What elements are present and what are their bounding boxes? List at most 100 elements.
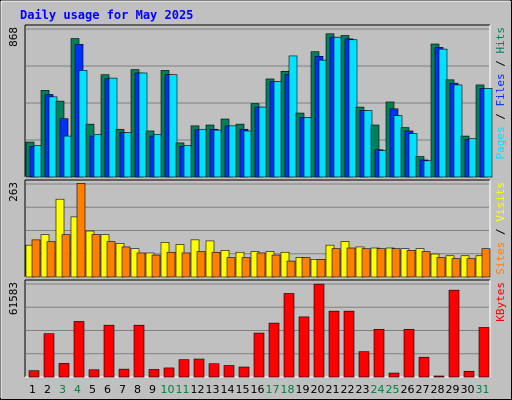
bar-sites-day-23 [361, 248, 371, 278]
bar-kbytes-day-23 [358, 351, 370, 378]
bar-sites-day-10 [166, 251, 176, 278]
bar-sites-day-16 [256, 252, 266, 278]
bar-sites-day-24 [376, 248, 386, 278]
x-tick-label-20: 20 [311, 383, 325, 396]
bar-sites-day-25 [391, 248, 401, 278]
bar-kbytes-day-31 [478, 327, 490, 378]
bar-kbytes-day-1 [28, 370, 40, 378]
bar-kbytes-day-29 [448, 289, 460, 378]
x-tick-label-13: 13 [206, 383, 220, 396]
bar-sites-day-9 [151, 254, 161, 278]
x-axis-labels: 1 2 3 4 5 6 7 8 9 10 11 12 13 14 15 16 17 18 19 20 21 22 23 24 2… [29, 383, 490, 396]
bar-kbytes-day-2 [43, 333, 55, 378]
chart-title: Daily usage for May 2025 [20, 8, 193, 22]
series-axis-label-part: Sites [494, 242, 507, 275]
series-axis-label-part: / [494, 222, 507, 242]
panel-kbytes: 61583 KBytes [7, 279, 507, 378]
bar-kbytes-day-26 [403, 328, 415, 378]
series-axis-label: Sites / Visits [494, 182, 507, 275]
panel-visits-sites: 263 Sites / Visits [7, 179, 507, 278]
bar-kbytes-day-11 [178, 359, 190, 378]
x-tick-label-11: 11 [176, 383, 190, 396]
x-tick-label-5: 5 [89, 383, 96, 396]
bar-kbytes-day-12 [193, 358, 205, 378]
bar-pages-day-31 [483, 88, 493, 178]
y-max-label: 263 [7, 182, 20, 202]
bar-kbytes-day-17 [268, 322, 280, 378]
x-tick-label-19: 19 [296, 383, 310, 396]
series-axis-label-part: Pages [494, 126, 507, 159]
bar-sites-day-22 [346, 247, 356, 278]
x-tick-label-15: 15 [236, 383, 250, 396]
x-tick-label-14: 14 [221, 383, 235, 396]
bar-sites-day-14 [226, 257, 236, 278]
bar-pages-day-10 [168, 74, 178, 178]
x-tick-label-21: 21 [326, 383, 340, 396]
x-tick-label-12: 12 [191, 383, 205, 396]
series-axis-label: KBytes [494, 282, 507, 322]
bar-pages-day-6 [108, 77, 118, 178]
x-tick-label-4: 4 [74, 383, 81, 396]
x-tick-label-10: 10 [161, 383, 175, 396]
bar-sites-day-27 [421, 251, 431, 278]
bar-sites-day-30 [466, 258, 476, 278]
x-tick-label-1: 1 [29, 383, 36, 396]
x-tick-label-3: 3 [59, 383, 66, 396]
bar-sites-day-20 [316, 259, 326, 278]
bar-sites-day-18 [286, 260, 296, 278]
bar-kbytes-day-8 [133, 324, 145, 378]
bar-pages-day-4 [78, 70, 88, 178]
bar-sites-day-6 [106, 241, 116, 278]
x-tick-label-25: 25 [386, 383, 400, 396]
bar-sites-day-13 [211, 251, 221, 278]
x-tick-label-28: 28 [431, 383, 445, 396]
x-tick-label-17: 17 [266, 383, 280, 396]
bar-sites-day-26 [406, 250, 416, 278]
x-tick-label-24: 24 [371, 383, 385, 396]
x-tick-label-23: 23 [356, 383, 370, 396]
y-max-label: 868 [7, 27, 20, 47]
series-axis-label-part: KBytes [494, 282, 507, 322]
series-axis-label-part: / [494, 54, 507, 74]
bar-kbytes-day-5 [88, 369, 100, 378]
x-tick-label-31: 31 [476, 383, 490, 396]
series-axis-label-part: Visits [494, 182, 507, 222]
bar-kbytes-day-10 [163, 367, 175, 378]
bar-sites-day-4 [76, 182, 86, 278]
bar-sites-day-15 [241, 257, 251, 278]
x-tick-label-6: 6 [104, 383, 111, 396]
bar-kbytes-day-7 [118, 368, 130, 378]
bar-sites-day-5 [91, 234, 101, 278]
x-tick-label-9: 9 [149, 383, 156, 396]
bar-kbytes-day-19 [298, 316, 310, 378]
series-axis-label-part: Hits [494, 27, 507, 54]
series-axis-label: Pages / Files / Hits [494, 27, 507, 160]
bar-kbytes-day-16 [253, 332, 265, 378]
bar-sites-day-8 [136, 252, 146, 278]
bar-pages-day-26 [408, 133, 418, 178]
bar-sites-day-21 [331, 248, 341, 278]
x-tick-label-18: 18 [281, 383, 295, 396]
bar-sites-day-7 [121, 246, 131, 278]
bar-sites-day-17 [271, 254, 281, 278]
bar-kbytes-day-14 [223, 365, 235, 378]
panel-hits-files-pages: 868 Pages / Files / Hits [7, 24, 507, 178]
x-tick-label-7: 7 [119, 383, 126, 396]
bar-kbytes-day-27 [418, 356, 430, 378]
series-axis-label-part: Files [494, 73, 507, 106]
bar-sites-day-19 [301, 257, 311, 278]
bar-kbytes-day-15 [238, 366, 250, 378]
bar-sites-day-11 [181, 252, 191, 278]
bar-kbytes-day-20 [313, 283, 325, 378]
bar-sites-day-2 [46, 241, 56, 278]
bar-kbytes-day-25 [388, 372, 400, 378]
bar-kbytes-day-30 [463, 370, 475, 378]
bar-sites-day-12 [196, 251, 206, 278]
bar-kbytes-day-4 [73, 321, 85, 378]
bar-pages-day-29 [453, 84, 463, 178]
bar-sites-day-1 [31, 239, 41, 278]
bar-kbytes-day-6 [103, 324, 115, 378]
bar-kbytes-day-13 [208, 363, 220, 378]
bar-kbytes-day-22 [343, 310, 355, 378]
